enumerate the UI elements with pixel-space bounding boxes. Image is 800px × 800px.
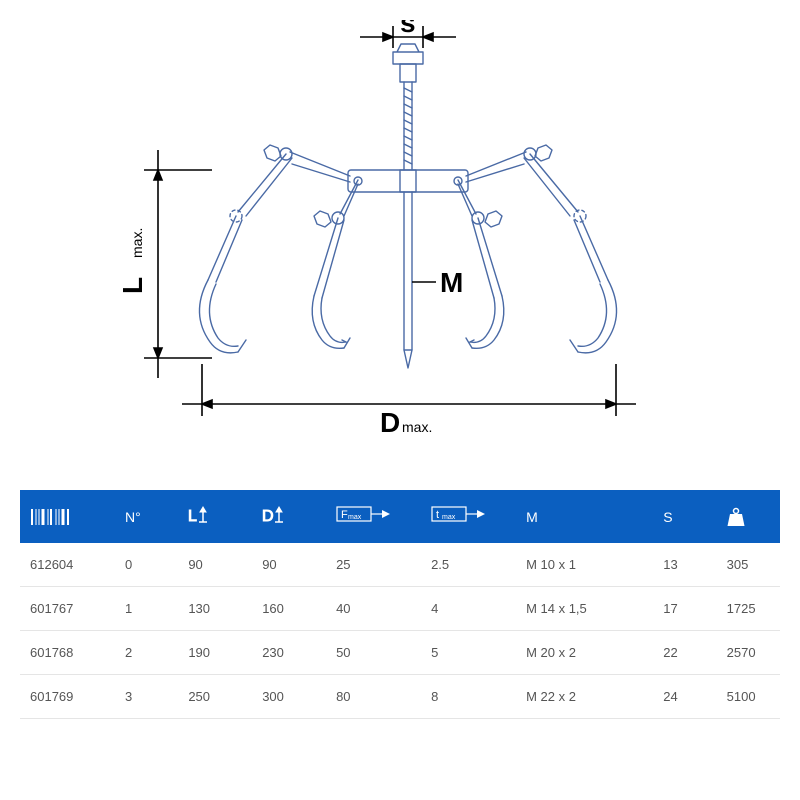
technical-diagram: s M L max. D max. bbox=[100, 20, 700, 460]
svg-text:max: max bbox=[348, 514, 362, 521]
cell-s: 24 bbox=[653, 675, 716, 719]
cell-l: 250 bbox=[178, 675, 252, 719]
cell-t: 2.5 bbox=[421, 543, 516, 587]
cell-m: M 10 x 1 bbox=[516, 543, 653, 587]
cell-f: 50 bbox=[326, 631, 421, 675]
svg-text:L: L bbox=[188, 508, 197, 525]
table-row: 6017671130160404M 14 x 1,5171725 bbox=[20, 587, 780, 631]
cell-barcode: 601767 bbox=[20, 587, 115, 631]
cell-f: 80 bbox=[326, 675, 421, 719]
dim-label-d-sub: max. bbox=[402, 419, 432, 435]
cell-no: 0 bbox=[115, 543, 178, 587]
cell-s: 17 bbox=[653, 587, 716, 631]
header-no: N° bbox=[115, 490, 178, 543]
cell-f: 40 bbox=[326, 587, 421, 631]
cell-no: 1 bbox=[115, 587, 178, 631]
cell-s: 22 bbox=[653, 631, 716, 675]
svg-text:max: max bbox=[442, 514, 456, 521]
header-l: L bbox=[178, 490, 252, 543]
header-weight bbox=[717, 490, 780, 543]
cell-barcode: 601769 bbox=[20, 675, 115, 719]
header-tmax: t max bbox=[421, 490, 516, 543]
table-body: 61260409090252.5M 10 x 11330560176711301… bbox=[20, 543, 780, 719]
svg-text:t: t bbox=[436, 509, 439, 521]
cell-weight: 1725 bbox=[717, 587, 780, 631]
cell-barcode: 601768 bbox=[20, 631, 115, 675]
header-m: M bbox=[516, 490, 653, 543]
cell-d: 300 bbox=[252, 675, 326, 719]
cell-t: 4 bbox=[421, 587, 516, 631]
table-row: 61260409090252.5M 10 x 113305 bbox=[20, 543, 780, 587]
dim-label-l: L bbox=[117, 277, 148, 294]
spec-table: N° L D F bbox=[20, 490, 780, 719]
cell-weight: 2570 bbox=[717, 631, 780, 675]
dim-label-d: D bbox=[380, 407, 400, 438]
cell-l: 90 bbox=[178, 543, 252, 587]
cell-s: 13 bbox=[653, 543, 716, 587]
cell-l: 130 bbox=[178, 587, 252, 631]
table-row: 6017682190230505M 20 x 2222570 bbox=[20, 631, 780, 675]
cell-barcode: 612604 bbox=[20, 543, 115, 587]
svg-text:F: F bbox=[341, 509, 348, 521]
cell-d: 160 bbox=[252, 587, 326, 631]
weight-icon bbox=[727, 507, 770, 527]
cell-t: 5 bbox=[421, 631, 516, 675]
header-barcode bbox=[20, 490, 115, 543]
cell-weight: 305 bbox=[717, 543, 780, 587]
cell-t: 8 bbox=[421, 675, 516, 719]
dim-label-s: s bbox=[400, 20, 416, 38]
cell-m: M 20 x 2 bbox=[516, 631, 653, 675]
cell-m: M 22 x 2 bbox=[516, 675, 653, 719]
cell-weight: 5100 bbox=[717, 675, 780, 719]
table-header-row: N° L D F bbox=[20, 490, 780, 543]
cell-no: 3 bbox=[115, 675, 178, 719]
barcode-icon bbox=[30, 507, 105, 527]
header-s: S bbox=[653, 490, 716, 543]
cell-d: 90 bbox=[252, 543, 326, 587]
header-fmax: F max bbox=[326, 490, 421, 543]
cell-d: 230 bbox=[252, 631, 326, 675]
cell-no: 2 bbox=[115, 631, 178, 675]
dim-label-m: M bbox=[440, 267, 463, 298]
dim-label-l-sub: max. bbox=[129, 228, 145, 258]
cell-f: 25 bbox=[326, 543, 421, 587]
svg-text:D: D bbox=[262, 508, 274, 525]
header-d: D bbox=[252, 490, 326, 543]
cell-m: M 14 x 1,5 bbox=[516, 587, 653, 631]
cell-l: 190 bbox=[178, 631, 252, 675]
table-row: 6017693250300808M 22 x 2245100 bbox=[20, 675, 780, 719]
